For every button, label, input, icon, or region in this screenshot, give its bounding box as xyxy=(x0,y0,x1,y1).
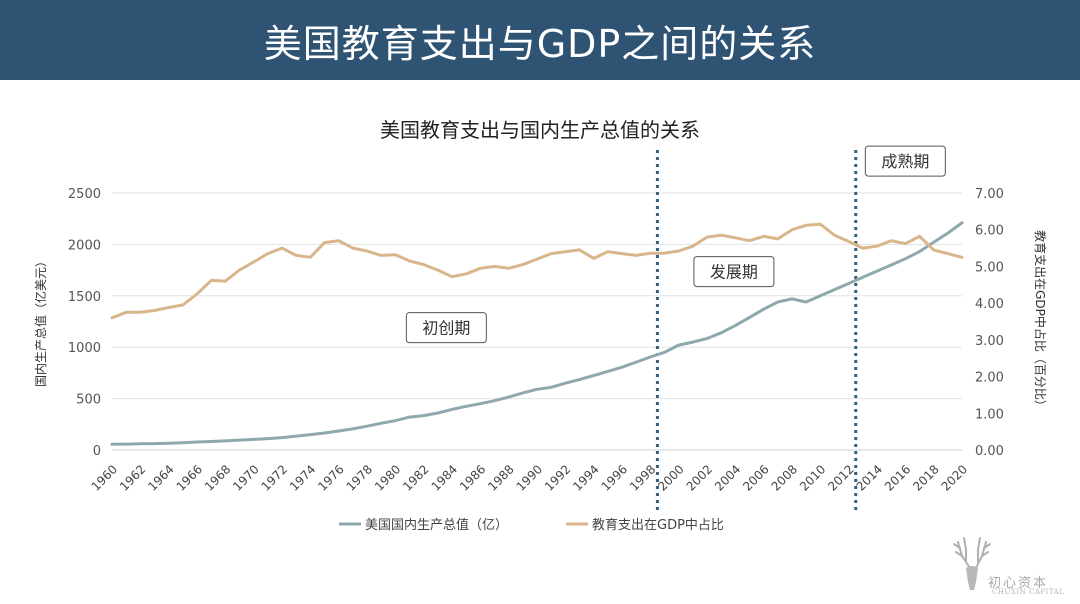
x-tick-label: 1998 xyxy=(627,462,658,493)
y-left-tick-label: 1500 xyxy=(68,290,101,305)
phase-label-box xyxy=(864,145,946,177)
x-tick-label: 1996 xyxy=(599,462,630,493)
x-tick-label: 1966 xyxy=(174,462,205,493)
x-tick-label: 1970 xyxy=(230,462,261,493)
x-tick-label: 2018 xyxy=(910,462,941,493)
x-tick-label: 1978 xyxy=(344,462,375,493)
x-tick-label: 2010 xyxy=(797,462,828,493)
y-left-tick-label: 2500 xyxy=(68,187,101,202)
gdp-series-line xyxy=(110,221,964,446)
x-tick-label: 1974 xyxy=(287,462,318,493)
x-tick-label: 1992 xyxy=(542,462,573,493)
legend-label: 教育支出在GDP中占比 xyxy=(592,517,724,533)
x-tick-label: 2000 xyxy=(655,462,686,493)
phase-label: 发展期 xyxy=(710,263,758,282)
phase-label-box xyxy=(693,256,775,288)
x-tick-label: 1962 xyxy=(117,462,148,493)
y-right-tick-label: 6.00 xyxy=(975,224,1004,239)
y-right-tick-label: 0.00 xyxy=(975,444,1004,459)
x-tick-label: 1972 xyxy=(259,462,290,493)
legend-label: 美国国内生产总值（亿） xyxy=(365,517,508,533)
y-left-tick-label: 1000 xyxy=(68,341,101,356)
y-right-tick-label: 7.00 xyxy=(975,187,1004,202)
x-tick-label: 1982 xyxy=(400,462,431,493)
y-right-tick-label: 5.00 xyxy=(975,260,1004,275)
y-left-tick-label: 0 xyxy=(93,444,101,459)
phase-label: 成熟期 xyxy=(881,152,929,171)
x-tick-label: 1968 xyxy=(202,462,233,493)
chart-title: 美国教育支出与国内生产总值的关系 xyxy=(380,118,700,142)
y-left-tick-label: 500 xyxy=(76,393,101,408)
x-tick-label: 1976 xyxy=(315,462,346,493)
phase-label: 初创期 xyxy=(422,319,470,338)
x-tick-label: 1990 xyxy=(514,462,545,493)
x-tick-label: 2012 xyxy=(825,462,856,493)
x-tick-label: 1964 xyxy=(145,462,176,493)
y-right-tick-label: 1.00 xyxy=(975,407,1004,422)
x-tick-label: 1960 xyxy=(89,462,120,493)
y-right-axis-label: 教育支出在GDP中占比（百分比） xyxy=(1033,230,1048,412)
education-share-series-line xyxy=(110,222,964,320)
title-banner: 美国教育支出与GDP之间的关系 xyxy=(0,0,1080,80)
deer-icon xyxy=(953,537,991,590)
page-title: 美国教育支出与GDP之间的关系 xyxy=(263,21,817,66)
y-left-axis-label: 国内生产总值（亿美元） xyxy=(33,255,48,387)
x-tick-label: 1994 xyxy=(570,462,601,493)
x-tick-label: 2008 xyxy=(769,462,800,493)
x-tick-label: 2006 xyxy=(740,462,771,493)
y-right-tick-label: 2.00 xyxy=(975,371,1004,386)
x-tick-label: 2002 xyxy=(684,462,715,493)
y-right-tick-label: 4.00 xyxy=(975,297,1004,312)
x-tick-label: 1984 xyxy=(429,462,460,493)
x-tick-label: 1986 xyxy=(457,462,488,493)
y-left-tick-label: 2000 xyxy=(68,238,101,253)
watermark-logo: 初心资本 CHUXIN CAPITAL xyxy=(952,528,1078,600)
watermark-subtext: CHUXIN CAPITAL xyxy=(992,588,1065,596)
x-tick-label: 2014 xyxy=(854,462,885,493)
y-right-tick-label: 3.00 xyxy=(975,334,1004,349)
line-chart: 美国教育支出与国内生产总值的关系 0 500 1000 1500 2000 2500 0.00… xyxy=(33,118,1048,533)
x-tick-label: 1988 xyxy=(485,462,516,493)
x-tick-label: 2004 xyxy=(712,462,743,493)
x-tick-label: 1980 xyxy=(372,462,403,493)
x-tick-label: 2016 xyxy=(882,462,913,493)
watermark-text: 初心资本 xyxy=(988,576,1049,591)
x-tick-label: 2020 xyxy=(939,462,970,493)
phase-label-box xyxy=(405,312,487,344)
